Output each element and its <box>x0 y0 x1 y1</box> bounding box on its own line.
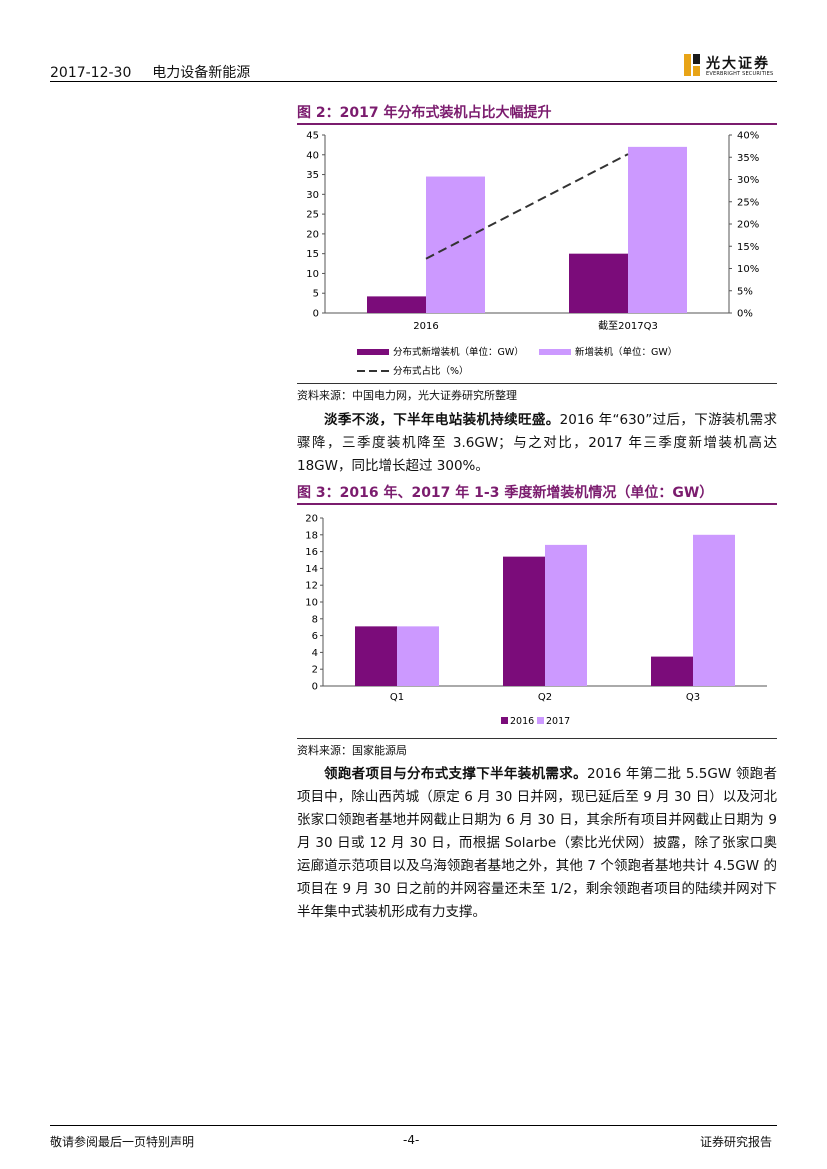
figure2-source-rule <box>297 383 777 384</box>
legend-swatch-total <box>539 349 571 355</box>
footer-rule <box>50 1125 777 1126</box>
report-date: 2017-12-30 <box>50 65 132 81</box>
y-tick-label-right: 20% <box>737 220 759 231</box>
y-tick-label-left: 0 <box>313 309 319 320</box>
figure2-source: 资料来源：中国电力网，光大证券研究所整理 <box>297 389 517 402</box>
y-tick-label-right: 35% <box>737 153 759 164</box>
y-tick-label: 4 <box>312 648 318 659</box>
figure3-source-rule <box>297 738 777 739</box>
bar-2016 <box>355 626 397 686</box>
x-tick-label: Q1 <box>390 692 404 703</box>
paragraph-1-lead: 淡季不淡，下半年电站装机持续旺盛。 <box>324 412 560 428</box>
y-tick-label: 20 <box>305 514 318 525</box>
y-tick-label-right: 25% <box>737 197 759 208</box>
logo-mark-icon <box>684 54 700 76</box>
y-tick-label: 2 <box>312 665 318 676</box>
x-tick-label: 截至2017Q3 <box>598 319 658 332</box>
y-tick-label: 14 <box>305 564 318 575</box>
y-tick-label-left: 25 <box>306 210 319 221</box>
x-tick-label: 2016 <box>413 321 438 332</box>
y-tick-label: 0 <box>312 682 318 693</box>
y-tick-label-right: 0% <box>737 309 753 320</box>
y-tick-label-left: 10 <box>306 269 319 280</box>
logo-text-en: EVERBRIGHT SECURITIES <box>706 71 774 77</box>
logo-text-cn: 光大证券 <box>706 56 770 72</box>
y-tick-label: 12 <box>305 581 318 592</box>
bar-distributed <box>367 296 426 313</box>
paragraph-2: 领跑者项目与分布式支撑下半年装机需求。2016 年第二批 5.5GW 领跑者项目… <box>297 763 777 924</box>
y-tick-label-right: 30% <box>737 175 759 186</box>
bar-total <box>426 176 485 313</box>
legend-label-share: 分布式占比（%） <box>393 365 469 377</box>
bar-total <box>628 146 687 313</box>
footer-disclaimer: 敬请参阅最后一页特别声明 <box>50 1135 195 1149</box>
x-tick-label: Q2 <box>538 692 552 703</box>
header-rule <box>50 81 777 82</box>
figure2-title-rule <box>297 123 777 125</box>
y-tick-label-left: 35 <box>306 170 319 181</box>
legend-label-2017: 2017 <box>546 716 570 727</box>
figure3-source: 资料来源：国家能源局 <box>297 744 407 757</box>
y-tick-label-right: 10% <box>737 264 759 275</box>
legend-swatch-2016 <box>501 717 508 724</box>
paragraph-2-lead: 领跑者项目与分布式支撑下半年装机需求。 <box>324 766 587 782</box>
figure3-chart: 0 2 4 6 8 10 12 14 16 18 20 Q1 Q2 Q3 2016 2017 <box>305 514 767 727</box>
y-tick-label: 18 <box>305 530 318 541</box>
legend-label-total: 新增装机（单位：GW） <box>575 346 677 358</box>
figure3-title-rule <box>297 503 777 505</box>
legend-swatch-2017 <box>537 717 544 724</box>
paragraph-1-body: 2016 年“630”过后，下游装机需求骤降，三季度装机降至 3.6GW；与之对… <box>297 412 778 474</box>
paragraph-2-body: 2016 年第二批 5.5GW 领跑者项目中，除山西芮城（原定 6 月 30 日… <box>297 766 777 920</box>
bar-2017 <box>693 534 735 686</box>
figure2-title: 图 2：2017 年分布式装机占比大幅提升 <box>297 105 552 121</box>
y-tick-label-right: 15% <box>737 242 759 253</box>
bar-distributed <box>569 253 628 313</box>
y-tick-label-left: 5 <box>313 289 319 300</box>
x-tick-label: Q3 <box>686 692 700 703</box>
report-sector: 电力设备新能源 <box>152 65 251 81</box>
y-tick-label-left: 20 <box>306 229 319 240</box>
y-tick-label: 8 <box>312 614 318 625</box>
y-tick-label-left: 40 <box>306 150 319 161</box>
paragraph-1: 淡季不淡，下半年电站装机持续旺盛。2016 年“630”过后，下游装机需求骤降，… <box>297 409 777 478</box>
report-date-sector: 2017-12-30 电力设备新能源 <box>50 62 250 82</box>
y-tick-label-left: 30 <box>306 190 319 201</box>
legend-label-distributed: 分布式新增装机（单位：GW） <box>393 346 524 358</box>
bar-2016 <box>503 556 545 686</box>
legend-swatch-distributed <box>357 349 389 355</box>
footer-page-number: -4- <box>403 1133 420 1147</box>
y-tick-label-right: 40% <box>737 131 759 142</box>
y-tick-label: 6 <box>312 631 318 642</box>
figure3-title: 图 3：2016 年、2017 年 1-3 季度新增装机情况（单位：GW） <box>297 485 714 501</box>
y-tick-label: 10 <box>305 598 318 609</box>
company-logo: 光大证券 EVERBRIGHT SECURITIES <box>684 52 779 80</box>
y-tick-label: 16 <box>305 547 318 558</box>
y-tick-label-right: 5% <box>737 286 753 297</box>
figure2-chart: 0 5 10 15 20 25 30 35 40 45 0% 5% 10% 15% 20% 25% 30% 35%… <box>306 131 759 378</box>
y-tick-label-left: 15 <box>306 249 319 260</box>
bar-2017 <box>397 626 439 686</box>
y-tick-label-left: 45 <box>306 131 319 142</box>
line-distributed-share <box>425 153 629 260</box>
footer-report-type: 证券研究报告 <box>700 1135 773 1149</box>
bar-2016 <box>651 656 693 686</box>
bar-2017 <box>545 544 587 686</box>
legend-label-2016: 2016 <box>510 716 534 727</box>
